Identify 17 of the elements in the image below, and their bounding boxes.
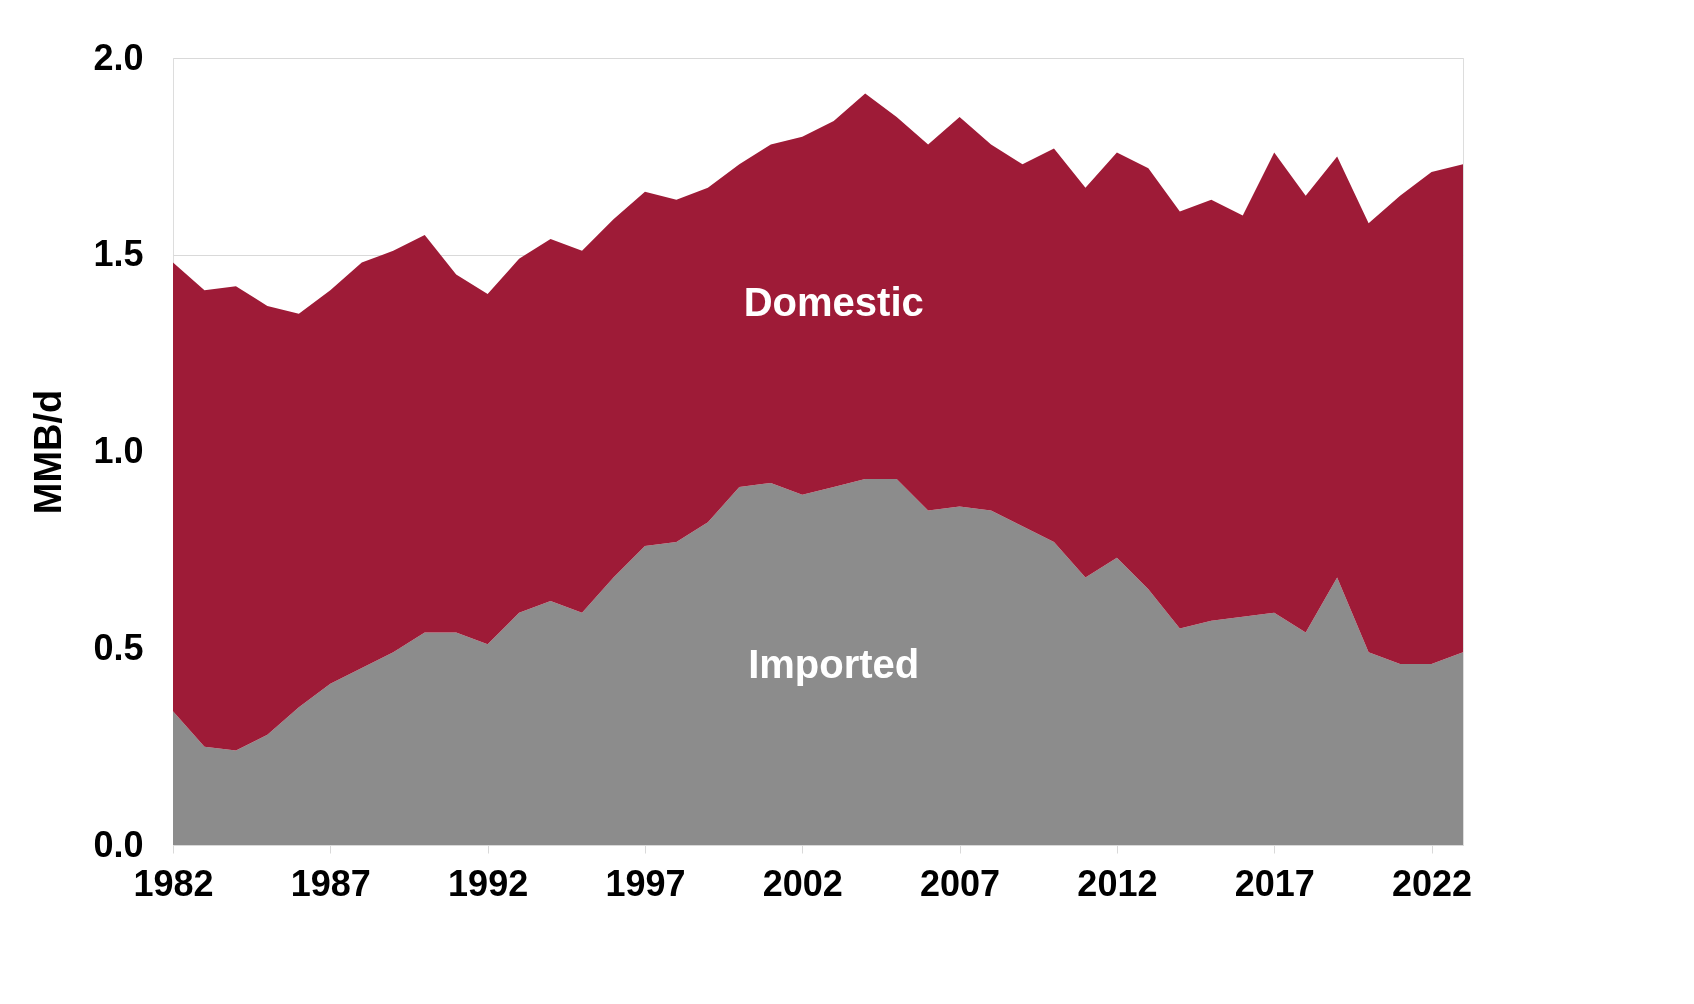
x-tick-label: 2012: [1077, 862, 1158, 904]
y-tick-label: 2.0: [93, 36, 144, 78]
y-axis-title: MMB/d: [27, 389, 70, 515]
y-tick-label: 0.0: [93, 823, 144, 865]
x-tick-label: 2007: [920, 862, 1001, 904]
x-tick-label: 2017: [1234, 862, 1315, 904]
y-tick-label: 1.5: [93, 233, 144, 275]
y-tick-label: 0.5: [93, 626, 144, 668]
series-label: Domestic: [743, 279, 924, 324]
x-tick-label: 1997: [605, 862, 686, 904]
y-tick-label: 1.0: [93, 430, 144, 471]
series-label: Imported: [748, 641, 920, 686]
x-tick-label: 1987: [290, 862, 371, 904]
x-tick-label: 1982: [133, 862, 214, 904]
x-tick-label: 2022: [1391, 862, 1473, 904]
x-tick-label: 1992: [448, 862, 529, 904]
x-tick-label: 2002: [762, 862, 843, 904]
